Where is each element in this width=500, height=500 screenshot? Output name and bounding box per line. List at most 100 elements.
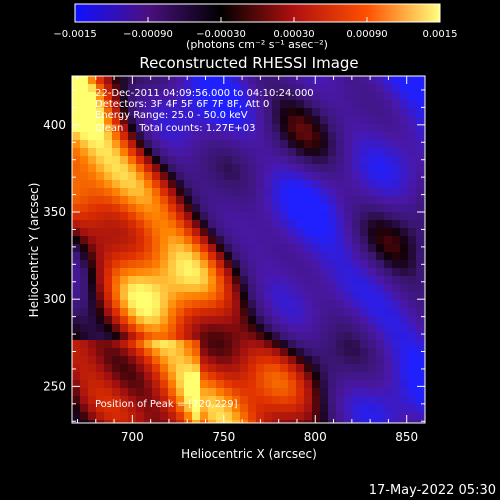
heatmap-cell (160, 332, 169, 341)
heatmap-cell (96, 284, 105, 293)
heatmap-cell (328, 116, 337, 125)
heatmap-cell (272, 164, 281, 173)
heatmap-cell (176, 188, 185, 197)
heatmap-cell (384, 156, 393, 165)
heatmap-cell (328, 84, 337, 93)
heatmap-cell (168, 316, 177, 325)
heatmap-cell (352, 124, 361, 133)
heatmap-cell (368, 276, 377, 285)
heatmap-cell (128, 260, 137, 269)
heatmap-cell (312, 204, 321, 213)
heatmap-cell (240, 220, 249, 229)
heatmap-cell (312, 388, 321, 397)
heatmap-cell (192, 268, 201, 277)
heatmap-cell (104, 196, 113, 205)
heatmap-cell (256, 236, 265, 245)
heatmap-cell (88, 420, 97, 423)
heatmap-cell (272, 132, 281, 141)
heatmap-cell (152, 76, 161, 85)
heatmap-cell (232, 260, 241, 269)
heatmap-cell (336, 212, 345, 221)
heatmap-cell (344, 340, 353, 349)
heatmap-cell (360, 300, 369, 309)
heatmap-cell (208, 260, 217, 269)
heatmap-cell (360, 364, 369, 373)
heatmap-cell (112, 212, 121, 221)
heatmap-cell (240, 140, 249, 149)
heatmap-cell (352, 188, 361, 197)
heatmap-cell (264, 148, 273, 157)
heatmap-cell (112, 164, 121, 173)
heatmap-cell (280, 188, 289, 197)
heatmap-cell (392, 108, 401, 117)
heatmap-cell (256, 348, 265, 357)
heatmap-cell (264, 76, 273, 85)
heatmap-cell (176, 396, 185, 405)
heatmap-cell (192, 76, 201, 85)
heatmap-cell (352, 300, 361, 309)
heatmap-cell (408, 244, 417, 253)
heatmap-cell (352, 308, 361, 317)
heatmap-cell (136, 292, 145, 301)
heatmap-cell (160, 212, 169, 221)
heatmap-cell (264, 196, 273, 205)
heatmap-cell (120, 164, 129, 173)
heatmap-cell (312, 92, 321, 101)
heatmap-cell (328, 132, 337, 141)
heatmap-cell (128, 308, 137, 317)
heatmap-cell (72, 396, 81, 405)
heatmap-cell (192, 332, 201, 341)
heatmap-cell (96, 276, 105, 285)
heatmap-cell (160, 196, 169, 205)
heatmap-cell (336, 364, 345, 373)
heatmap-cell (352, 364, 361, 373)
heatmap-cell (368, 268, 377, 277)
heatmap-cell (224, 252, 233, 261)
heatmap-cell (384, 364, 393, 373)
heatmap-cell (80, 276, 89, 285)
heatmap-cell (136, 300, 145, 309)
heatmap-cell (328, 300, 337, 309)
heatmap-cell (336, 180, 345, 189)
heatmap-cell (360, 124, 369, 133)
heatmap-cell (376, 92, 385, 101)
heatmap-cell (336, 116, 345, 125)
heatmap-cell (272, 396, 281, 405)
heatmap-cell (336, 236, 345, 245)
heatmap-cell (336, 124, 345, 133)
heatmap-cell (312, 348, 321, 357)
heatmap-cell (200, 268, 209, 277)
heatmap-cell (328, 252, 337, 261)
heatmap-cell (312, 396, 321, 405)
heatmap-cell (344, 252, 353, 261)
heatmap-cell (208, 348, 217, 357)
heatmap-cell (264, 140, 273, 149)
y-tick-label: 250 (43, 379, 66, 393)
heatmap-cell (112, 156, 121, 165)
heatmap-cell (392, 356, 401, 365)
heatmap-cell (384, 204, 393, 213)
heatmap-cell (312, 236, 321, 245)
heatmap-cell (104, 116, 113, 125)
heatmap-cell (88, 244, 97, 253)
heatmap-cell (392, 332, 401, 341)
heatmap-cell (320, 156, 329, 165)
heatmap-cell (232, 364, 241, 373)
heatmap-cell (104, 172, 113, 181)
heatmap-cell (248, 188, 257, 197)
heatmap-cell (88, 308, 97, 317)
heatmap-cell (296, 236, 305, 245)
heatmap-cell (176, 132, 185, 141)
heatmap-cell (248, 388, 257, 397)
heatmap-cell (144, 124, 153, 133)
heatmap-cell (408, 332, 417, 341)
heatmap-cell (128, 300, 137, 309)
heatmap-cell (240, 276, 249, 285)
heatmap-cell (216, 100, 225, 109)
heatmap-cell (240, 340, 249, 349)
heatmap-cell (160, 420, 169, 423)
heatmap-cell (128, 140, 137, 149)
heatmap-cell (88, 228, 97, 237)
heatmap-cell (312, 252, 321, 261)
